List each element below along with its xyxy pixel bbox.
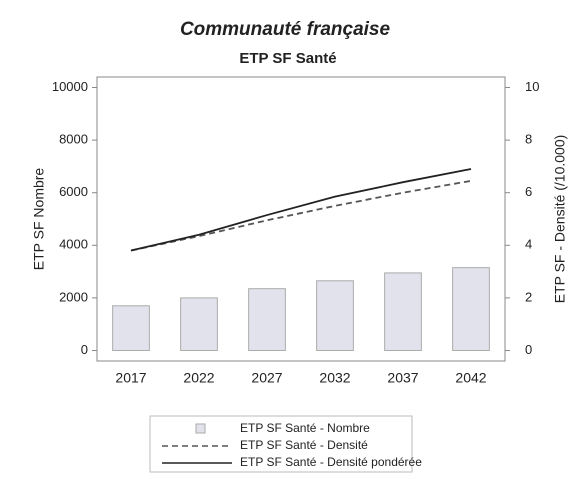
y2-tick-label: 6 [525,184,532,199]
bar [112,305,150,351]
legend-swatch [195,423,206,434]
line [130,179,472,252]
chart-subtitle: ETP SF Santé [239,50,336,67]
y2-tick-label: 10 [525,79,539,94]
x-tick-label: 2032 [319,370,350,386]
bar [180,297,218,351]
y-axis-label: ETP SF Nombre [31,168,47,271]
legend-box [149,415,413,473]
y2-axis-label: ETP SF - Densité (/10.000) [552,135,568,304]
y2-tick-label: 2 [525,289,532,304]
plot-frame [96,76,506,362]
x-tick-label: 2042 [455,370,486,386]
y-tick-label: 8000 [59,132,88,147]
legend-label: ETP SF Santé - Densité pondérée [240,455,422,469]
bar [316,280,354,351]
legend-label: ETP SF Santé - Nombre [240,421,370,435]
legend-label: ETP SF Santé - Densité [240,438,368,452]
x-tick-label: 2017 [115,370,146,386]
y-tick-label: 6000 [59,184,88,199]
y-tick-label: 0 [81,342,88,357]
chart-title: Communauté française [180,19,391,40]
bar [248,288,286,351]
y-tick-label: 2000 [59,289,88,304]
x-tick-label: 2022 [183,370,214,386]
line [130,168,472,252]
y2-tick-label: 0 [525,342,532,357]
x-tick-label: 2037 [387,370,418,386]
y-tick-label: 10000 [52,79,88,94]
bar [452,267,490,351]
y2-tick-label: 4 [525,237,532,252]
y-tick-label: 4000 [59,237,88,252]
x-tick-label: 2027 [251,370,282,386]
bar [384,272,422,351]
y2-tick-label: 8 [525,132,532,147]
